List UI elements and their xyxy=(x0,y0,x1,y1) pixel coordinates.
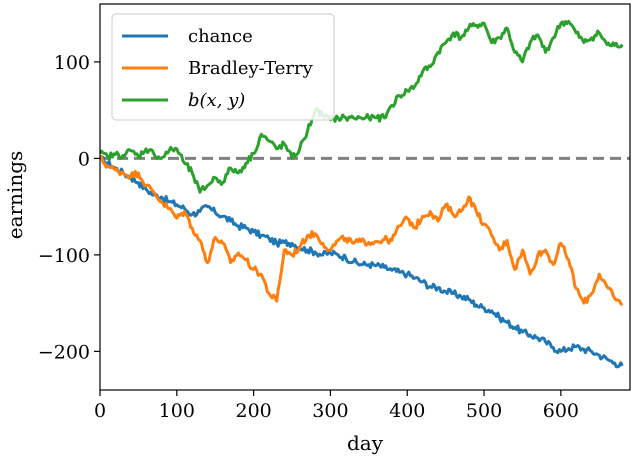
legend-label: chance xyxy=(188,26,253,47)
x-tick-label: 200 xyxy=(235,400,271,422)
x-tick-label: 100 xyxy=(159,400,195,422)
y-tick-label: 0 xyxy=(78,148,90,170)
axes: 0 100 200 300 400 500 600 −200 −100 0 100 xyxy=(38,3,631,422)
legend-label: b(x, y) xyxy=(188,90,245,111)
plot-frame xyxy=(99,3,631,391)
y-tick-label: −100 xyxy=(38,245,90,267)
legend-label: Bradley-Terry xyxy=(188,58,314,79)
plot-area xyxy=(100,19,630,369)
legend: chance Bradley-Terry b(x, y) xyxy=(111,13,335,121)
x-axis-label: day xyxy=(347,431,384,455)
legend-box xyxy=(111,13,335,121)
x-tick-label: 300 xyxy=(312,400,348,422)
y-tick-label: 100 xyxy=(54,52,90,74)
y-tick-label: −200 xyxy=(38,341,90,363)
x-tick-label: 600 xyxy=(543,400,579,422)
x-tick-label: 500 xyxy=(466,400,502,422)
series-line-bradley-terry xyxy=(100,155,624,307)
series-line-chance xyxy=(100,155,624,369)
series-line-b-x-y xyxy=(100,19,624,194)
x-tick-label: 400 xyxy=(389,400,425,422)
x-tick-label: 0 xyxy=(94,400,106,422)
y-axis-label: earnings xyxy=(3,151,27,240)
